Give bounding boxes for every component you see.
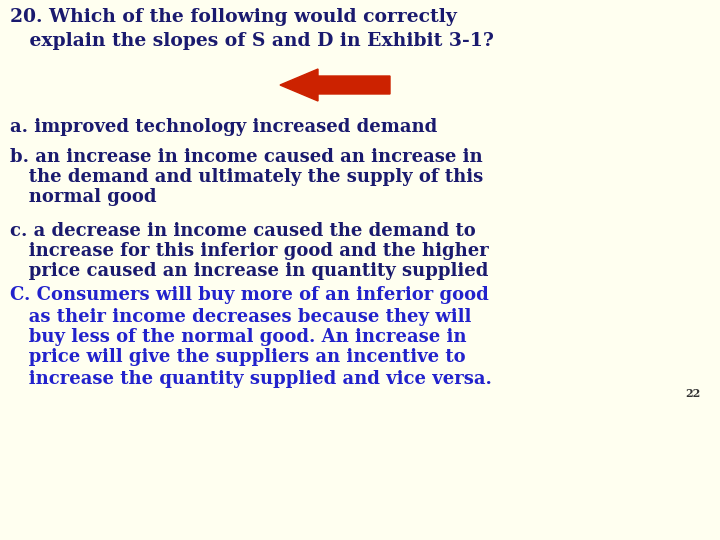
Text: 20. Which of the following would correctly: 20. Which of the following would correct…: [10, 8, 457, 26]
Text: c. a decrease in income caused the demand to: c. a decrease in income caused the deman…: [10, 222, 476, 240]
Text: b. an increase in income caused an increase in: b. an increase in income caused an incre…: [10, 148, 482, 166]
Text: buy less of the normal good. An increase in: buy less of the normal good. An increase…: [10, 328, 467, 346]
FancyArrow shape: [280, 69, 390, 101]
Text: price will give the suppliers an incentive to: price will give the suppliers an incenti…: [10, 348, 466, 366]
Text: increase for this inferior good and the higher: increase for this inferior good and the …: [10, 242, 489, 260]
Text: the demand and ultimately the supply of this: the demand and ultimately the supply of …: [10, 168, 483, 186]
Text: explain the slopes of S and D in Exhibit 3-1?: explain the slopes of S and D in Exhibit…: [10, 32, 494, 50]
Text: C. Consumers will buy more of an inferior good: C. Consumers will buy more of an inferio…: [10, 286, 489, 304]
Text: 22: 22: [685, 388, 700, 399]
Text: normal good: normal good: [10, 188, 156, 206]
Text: a. improved technology increased demand: a. improved technology increased demand: [10, 118, 437, 136]
Text: increase the quantity supplied and vice versa.: increase the quantity supplied and vice …: [10, 370, 492, 388]
Text: price caused an increase in quantity supplied: price caused an increase in quantity sup…: [10, 262, 488, 280]
Text: as their income decreases because they will: as their income decreases because they w…: [10, 308, 472, 326]
